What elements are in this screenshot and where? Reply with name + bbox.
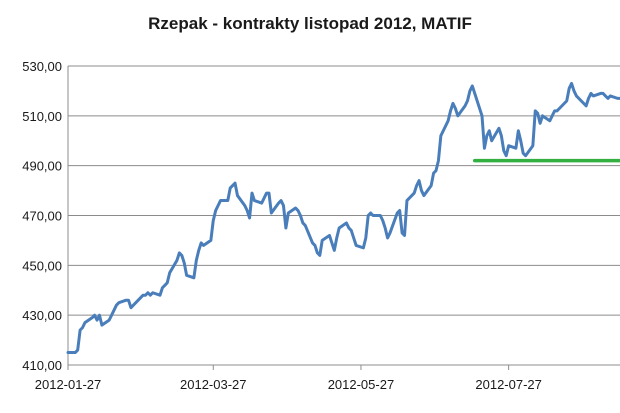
y-tick-label: 470,00 [22,209,62,224]
y-tick-label: 450,00 [22,258,62,273]
x-tick-label: 2012-03-27 [180,377,247,392]
y-tick-label: 510,00 [22,109,62,124]
x-tick-label: 2012-05-27 [328,377,395,392]
series-line-0 [66,81,620,355]
y-tick-label: 490,00 [22,159,62,174]
x-tick-label: 2012-07-27 [475,377,542,392]
y-tick-label: 530,00 [22,59,62,74]
x-tick-label: 2012-01-27 [35,377,102,392]
chart-title: Rzepak - kontrakty listopad 2012, MATIF [148,14,472,33]
y-tick-label: 410,00 [22,358,62,373]
y-tick-label: 430,00 [22,308,62,323]
